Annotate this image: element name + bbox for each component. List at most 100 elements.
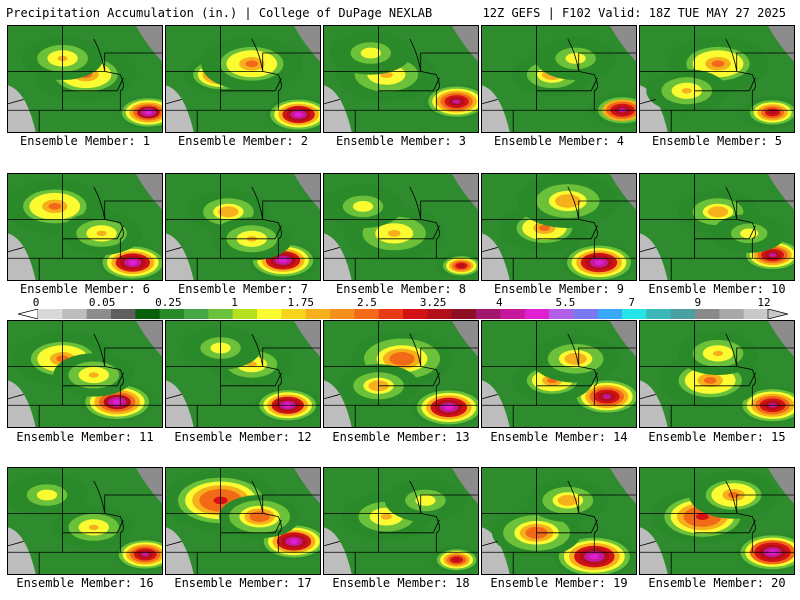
precip-contour [365, 50, 376, 56]
ensemble-map-panel [481, 467, 637, 575]
colorbar-swatch [281, 309, 307, 319]
state-boundaries [640, 468, 794, 574]
ensemble-map-panel [481, 173, 637, 281]
colorbar-tick-label: 7 [628, 296, 635, 309]
dry-area-shading [166, 85, 194, 132]
ensemble-map-panel [639, 467, 795, 575]
ensemble-map-panel [7, 173, 163, 281]
state-boundaries [324, 174, 478, 280]
precip-contour [41, 492, 53, 498]
dry-area-shading [8, 85, 36, 132]
colorbar-swatch [111, 309, 136, 319]
colorbar-swatch [403, 309, 428, 319]
precip-map [166, 468, 320, 574]
model-run-info: 12Z GEFS | F102 Valid: 18Z TUE MAY 27 20… [482, 6, 786, 20]
precip-map [324, 321, 478, 427]
precip-contour [88, 524, 99, 531]
precip-contour [562, 497, 573, 504]
precip-contour [387, 230, 401, 237]
precip-map [166, 174, 320, 280]
state-boundaries [324, 468, 478, 574]
colorbar-swatch [622, 309, 647, 319]
dry-area-shading [8, 527, 36, 574]
ensemble-member-label: Ensemble Member: 10 [648, 282, 786, 296]
colorbar-swatch [62, 309, 88, 319]
precip-map [640, 321, 794, 427]
state-boundaries [482, 321, 636, 427]
ensemble-map-panel [639, 173, 795, 281]
precip-contour [88, 372, 99, 378]
precip-contour [453, 558, 460, 562]
colorbar-swatch [159, 309, 185, 319]
colorbar-tick-label: 0.05 [88, 296, 116, 309]
state-boundaries [8, 174, 162, 280]
precip-map [8, 321, 162, 427]
colorbar-swatch [330, 309, 355, 319]
colorbar-swatch [86, 309, 112, 319]
dry-area-shading [482, 527, 510, 574]
colorbar-tick-label: 3.25 [419, 296, 447, 309]
colorbar-swatch [524, 309, 550, 319]
precip-map [324, 174, 478, 280]
precip-map [324, 26, 478, 132]
precip-colorbar [18, 309, 788, 319]
ensemble-member-label: Ensemble Member: 11 [16, 430, 154, 444]
ensemble-member-label: Ensemble Member: 1 [19, 134, 151, 148]
ensemble-member-label: Ensemble Member: 13 [332, 430, 470, 444]
page-title: Precipitation Accumulation (in.) | Colle… [6, 6, 433, 20]
colorbar-max-arrow [767, 309, 788, 319]
precip-contour [444, 404, 454, 410]
state-boundaries [8, 321, 162, 427]
colorbar-tick-label: 5.5 [555, 296, 576, 309]
precip-map [166, 321, 320, 427]
ensemble-map-panel [165, 173, 321, 281]
ensemble-map-panel [165, 467, 321, 575]
precip-map [482, 468, 636, 574]
dry-area-shading [8, 233, 36, 280]
state-boundaries [166, 468, 320, 574]
state-boundaries [8, 26, 162, 132]
precip-contour [589, 553, 600, 560]
dry-area-shading [166, 380, 194, 427]
colorbar-tick-label: 2.5 [356, 296, 377, 309]
state-boundaries [166, 321, 320, 427]
colorbar-swatch [208, 309, 234, 319]
colorbar-tick-label: 12 [757, 296, 771, 309]
ensemble-member-label: Ensemble Member: 14 [490, 430, 628, 444]
state-boundaries [324, 26, 478, 132]
colorbar-swatch [451, 309, 477, 319]
state-boundaries [482, 26, 636, 132]
precip-contour [768, 252, 777, 258]
precip-contour [420, 497, 431, 504]
precip-contour [380, 513, 392, 520]
ensemble-map-panel [323, 320, 479, 428]
state-boundaries [640, 321, 794, 427]
ensemble-member-label: Ensemble Member: 20 [648, 576, 786, 590]
precip-contour [696, 513, 709, 520]
ensemble-map-panel [7, 25, 163, 133]
dry-area-shading [324, 380, 352, 427]
ensemble-map-panel [639, 25, 795, 133]
precip-contour [395, 355, 409, 363]
colorbar-swatch [549, 309, 574, 319]
precip-contour [570, 355, 582, 362]
dry-area-shading [640, 380, 668, 427]
ensemble-member-label: Ensemble Member: 8 [335, 282, 467, 296]
precip-contour [594, 260, 604, 265]
ensemble-map-panel [323, 173, 479, 281]
precip-contour [223, 209, 234, 215]
colorbar-swatch [378, 309, 404, 319]
ensemble-member-label: Ensemble Member: 15 [648, 430, 786, 444]
state-boundaries [482, 174, 636, 280]
colorbar-min-arrow [18, 309, 39, 319]
colorbar-swatch [500, 309, 526, 319]
dry-area-shading [640, 85, 668, 132]
precip-contour [144, 110, 153, 115]
precip-contour [254, 513, 265, 520]
precip-map [640, 26, 794, 132]
precip-contour [452, 99, 461, 104]
ensemble-member-label: Ensemble Member: 2 [177, 134, 309, 148]
precip-map [166, 26, 320, 132]
ensemble-member-label: Ensemble Member: 17 [174, 576, 312, 590]
colorbar-swatch [670, 309, 696, 319]
